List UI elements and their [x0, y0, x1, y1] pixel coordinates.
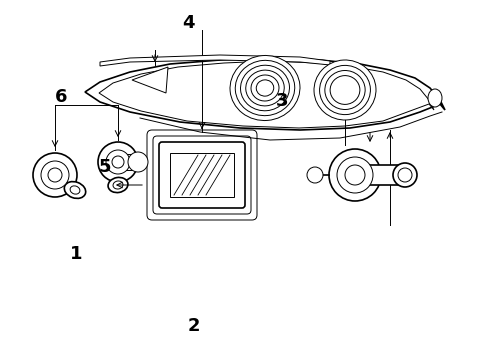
Ellipse shape [241, 65, 290, 111]
Ellipse shape [256, 80, 274, 96]
Circle shape [48, 168, 62, 182]
Ellipse shape [251, 75, 279, 101]
Ellipse shape [70, 186, 80, 194]
Circle shape [98, 142, 138, 182]
Text: 1: 1 [70, 245, 82, 263]
Ellipse shape [235, 60, 294, 116]
Circle shape [33, 153, 77, 197]
Ellipse shape [108, 177, 128, 193]
Bar [170, 153, 234, 197]
Text: 3: 3 [275, 92, 288, 110]
Ellipse shape [319, 66, 370, 114]
Ellipse shape [428, 89, 442, 107]
Circle shape [106, 150, 130, 174]
Ellipse shape [230, 55, 300, 121]
Polygon shape [132, 67, 168, 93]
Ellipse shape [64, 181, 86, 198]
Polygon shape [100, 55, 330, 66]
Text: 6: 6 [55, 88, 68, 106]
Text: 2: 2 [187, 317, 200, 335]
Circle shape [398, 168, 412, 182]
Circle shape [307, 167, 323, 183]
Circle shape [128, 152, 148, 172]
Bar [355, 165, 405, 185]
Polygon shape [99, 61, 434, 128]
Circle shape [393, 163, 417, 187]
Circle shape [345, 165, 365, 185]
Circle shape [337, 157, 373, 193]
Ellipse shape [314, 60, 376, 120]
Circle shape [41, 161, 69, 189]
Polygon shape [85, 58, 445, 130]
Bar [118, 154, 138, 170]
Ellipse shape [330, 76, 360, 104]
Text: 5: 5 [99, 158, 112, 176]
Text: 4: 4 [182, 14, 195, 32]
Circle shape [112, 156, 124, 168]
FancyBboxPatch shape [159, 142, 245, 208]
Ellipse shape [113, 181, 123, 189]
Ellipse shape [325, 71, 365, 109]
Circle shape [329, 149, 381, 201]
Ellipse shape [246, 70, 284, 106]
